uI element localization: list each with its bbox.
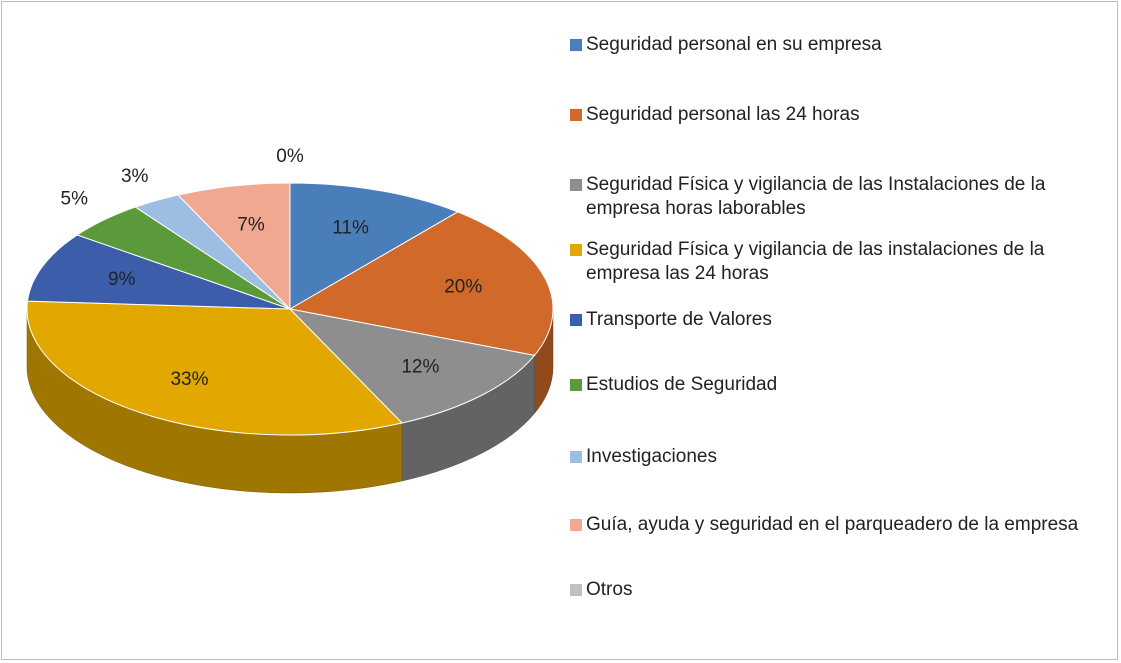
legend-swatch — [570, 451, 582, 463]
data-label: 0% — [276, 146, 304, 167]
legend-swatch — [570, 39, 582, 51]
legend-label: Seguridad Física y vigilancia de las ins… — [586, 239, 1045, 284]
legend-item: Seguridad Física y vigilancia de las Ins… — [570, 173, 1115, 221]
legend-item: Seguridad personal las 24 horas — [570, 103, 1115, 127]
legend-label: Seguridad personal en su empresa — [586, 34, 882, 55]
legend-item: Seguridad Física y vigilancia de las ins… — [570, 238, 1115, 286]
data-label: 12% — [401, 357, 439, 378]
data-label: 11% — [332, 217, 369, 238]
pie-slice — [26, 234, 291, 310]
legend-swatch — [570, 109, 582, 121]
legend-swatch — [570, 244, 582, 256]
legend-item: Transporte de Valores — [570, 308, 1115, 332]
legend-label: Guía, ayuda y seguridad en el parqueader… — [586, 514, 1079, 535]
legend-item: Otros — [570, 578, 1115, 602]
pie-slice — [177, 182, 291, 311]
data-label: 7% — [237, 214, 265, 235]
legend-label: Investigaciones — [586, 446, 717, 467]
legend-swatch — [570, 314, 582, 326]
pie-slice — [288, 308, 536, 424]
legend-label: Seguridad personal las 24 horas — [586, 104, 860, 125]
data-label: 5% — [61, 189, 89, 210]
pie-slice — [289, 182, 459, 310]
data-label: 20% — [444, 277, 482, 298]
legend-label: Seguridad Física y vigilancia de las Ins… — [586, 174, 1046, 219]
legend-item: Seguridad personal en su empresa — [570, 33, 1115, 57]
legend-label: Estudios de Seguridad — [586, 374, 778, 395]
data-label: 3% — [121, 166, 149, 187]
data-label: 9% — [108, 269, 136, 290]
pie-slice — [26, 300, 403, 436]
pie-slice — [288, 211, 554, 356]
legend-swatch — [570, 519, 582, 531]
legend-swatch — [570, 179, 582, 191]
legend-item: Investigaciones — [570, 445, 1115, 469]
legend-swatch — [570, 584, 582, 596]
data-label: 33% — [170, 369, 208, 390]
legend-item: Guía, ayuda y seguridad en el parqueader… — [570, 513, 1115, 537]
legend-label: Otros — [586, 579, 633, 600]
legend-item: Estudios de Seguridad — [570, 373, 1115, 397]
legend-swatch — [570, 379, 582, 391]
legend-label: Transporte de Valores — [586, 309, 772, 330]
